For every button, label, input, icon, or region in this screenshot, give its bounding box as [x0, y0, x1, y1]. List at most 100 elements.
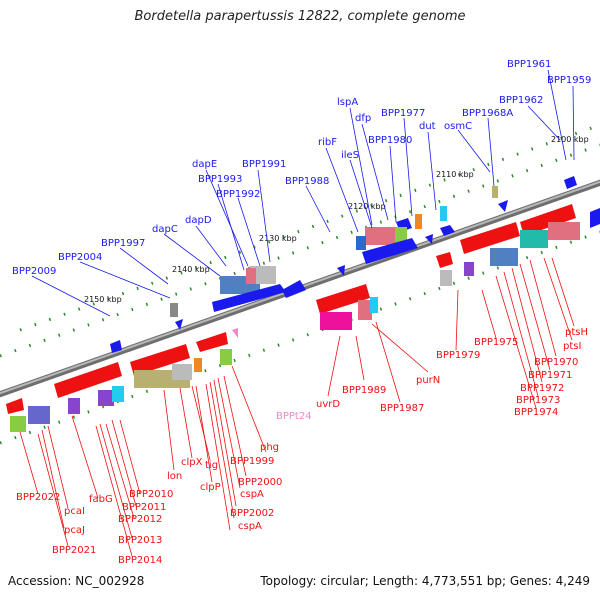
gene-box	[395, 227, 407, 243]
gene-box	[28, 406, 50, 424]
gene-box	[10, 416, 26, 432]
reverse-strand-features	[6, 204, 580, 432]
gene-arrow	[520, 204, 576, 236]
kbp-label: 2130 kbp	[259, 234, 297, 243]
gene-box	[220, 349, 232, 365]
gene-label: dapE	[192, 159, 217, 170]
gene-label: BPP1971	[528, 370, 572, 381]
gene-label: cspA	[238, 521, 262, 532]
kbp-label: 2110 kbp	[436, 170, 474, 179]
gene-arrow	[175, 319, 183, 330]
gene-box	[490, 248, 518, 266]
tick-track-outer-forward	[19, 123, 600, 332]
gene-arrow	[564, 176, 577, 189]
gene-box	[358, 300, 372, 320]
gene-label: ptsH	[565, 327, 588, 338]
gene-label: BPP2021	[52, 545, 96, 556]
gene-label: BPP2011	[122, 502, 166, 513]
gene-label: BPP2022	[16, 492, 60, 503]
gene-arrow	[337, 265, 345, 276]
gene-label: pcaJ	[64, 525, 85, 536]
diagram-title: Bordetella parapertussis 12822, complete…	[134, 9, 466, 24]
gene-arrow	[196, 332, 228, 352]
gene-arrow	[460, 222, 520, 254]
gene-box	[170, 303, 178, 317]
gene-arrow	[316, 284, 370, 314]
gene-box	[548, 222, 580, 240]
gene-label: BPPt24	[276, 411, 312, 422]
gene-box	[112, 386, 124, 402]
accession-text: Accession: NC_002928	[8, 574, 145, 588]
forward-strand-features	[110, 176, 600, 353]
gene-label: pcaI	[64, 506, 85, 517]
gene-arrow	[498, 200, 508, 212]
gene-label: BPP2012	[118, 514, 162, 525]
gene-box	[320, 312, 352, 330]
gene-label: clpX	[181, 457, 203, 468]
forward-labels: BPP1961 BPP1959 BPP1962 lspA BPP1968A df…	[12, 59, 591, 277]
gene-box	[194, 358, 202, 372]
gene-label: BPP1999	[230, 456, 274, 467]
trna-arrow	[232, 328, 238, 338]
gene-label: phg	[260, 442, 279, 453]
gene-arrow	[436, 252, 453, 268]
gene-box	[440, 270, 452, 286]
gene-label: BPP1979	[436, 350, 480, 361]
gene-label: BPP1970	[534, 357, 578, 368]
gene-label: BPP1972	[520, 383, 564, 394]
gene-label: cspA	[240, 489, 264, 500]
gene-label: BPP2004	[58, 252, 102, 263]
gene-arrow	[130, 344, 190, 376]
gene-label: ileS	[341, 150, 359, 161]
gene-arrow	[212, 284, 286, 312]
gene-label: fabG	[89, 494, 113, 505]
gene-box	[68, 398, 80, 414]
gene-label: lspA	[337, 97, 358, 108]
gene-box	[246, 268, 256, 284]
kbp-label: 2100 kbp	[551, 135, 589, 144]
gene-label: BPP1959	[547, 75, 591, 86]
gene-label: ribF	[318, 137, 337, 148]
gene-label: BPP1980	[368, 135, 412, 146]
gene-label: BPP1968A	[462, 108, 513, 119]
gene-box	[415, 214, 422, 229]
forward-label-leaders	[31, 69, 575, 317]
gene-arrow	[362, 238, 418, 264]
gene-label: uvrD	[316, 399, 340, 410]
gene-label: BPP1991	[242, 159, 286, 170]
gene-label: BPP1992	[216, 189, 260, 200]
gene-label: BPP1973	[516, 395, 560, 406]
gene-label: BPP1977	[381, 108, 425, 119]
gene-box	[370, 297, 378, 313]
gene-box	[440, 206, 447, 221]
gene-label: BPP2010	[129, 489, 173, 500]
ruler-labels: 2100 kbp 2110 kbp 2120 kbp 2130 kbp 2140…	[84, 135, 589, 304]
gene-label: ptsI	[563, 341, 581, 352]
gene-label: BPP2013	[118, 535, 162, 546]
gene-box	[464, 262, 474, 276]
gene-label: purN	[416, 375, 440, 386]
genome-summary: Topology: circular; Length: 4,773,551 bp…	[260, 574, 590, 588]
gene-label: BPP2009	[12, 266, 56, 277]
gene-label: osmC	[444, 121, 472, 132]
gene-box	[492, 186, 498, 198]
gene-label: dapD	[185, 215, 212, 226]
gene-label: BPP2002	[230, 508, 274, 519]
gene-box	[98, 390, 114, 406]
gene-box	[520, 230, 548, 248]
gene-label: tig	[205, 460, 218, 471]
gene-label: lon	[167, 471, 182, 482]
gene-arrow	[54, 362, 122, 398]
gene-arrow	[590, 208, 600, 228]
gene-label: BPP1997	[101, 238, 145, 249]
gene-label: BPP1988	[285, 176, 329, 187]
kbp-label: 2140 kbp	[172, 265, 210, 274]
gene-arrow	[425, 234, 433, 244]
kbp-label: 2150 kbp	[84, 295, 122, 304]
gene-label: BPP2000	[238, 477, 282, 488]
gene-label: clpP	[200, 482, 221, 493]
gene-label: BPP1987	[380, 403, 424, 414]
gene-box	[172, 364, 192, 380]
gene-arrow	[6, 398, 24, 414]
